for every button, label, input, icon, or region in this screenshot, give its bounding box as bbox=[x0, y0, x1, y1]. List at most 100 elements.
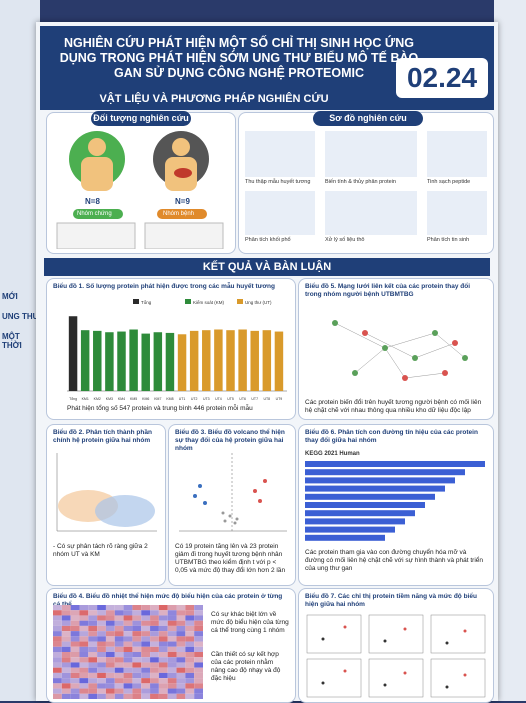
heatmap-cell bbox=[70, 620, 80, 626]
legend-swatch bbox=[133, 299, 139, 304]
heatmap-cell bbox=[79, 693, 89, 699]
heatmap-cell bbox=[141, 631, 151, 637]
heatmap-cell bbox=[176, 610, 186, 616]
chart2-caption: - Có sự phân tách rõ ràng giữa 2 nhóm UT… bbox=[53, 543, 148, 558]
heatmap-cell bbox=[194, 688, 203, 694]
diagram-steps: Thu thập mẫu huyết tương Biến tính & thủ… bbox=[245, 131, 487, 251]
heatmap-cell bbox=[158, 662, 168, 668]
heatmap-cell bbox=[185, 657, 195, 663]
heatmap-cell bbox=[53, 662, 62, 668]
heatmap-cell bbox=[88, 688, 98, 694]
heatmap-cell bbox=[70, 605, 80, 611]
heatmap-cell bbox=[123, 693, 133, 699]
heatmap-cell bbox=[194, 615, 203, 621]
heatmap-cell bbox=[53, 652, 62, 658]
tick-label: KM1 bbox=[82, 397, 89, 401]
chart4-note-2: Cần thiết có sự kết hợp của các protein … bbox=[211, 651, 281, 682]
tick-label: KM5 bbox=[130, 397, 137, 401]
left-label-2: UNG THƯ bbox=[2, 312, 40, 321]
heatmap-cell bbox=[123, 646, 133, 652]
chart6-subtitle: KEGG 2021 Human bbox=[305, 451, 360, 457]
heatmap-cell bbox=[185, 605, 195, 611]
heatmap-cell bbox=[150, 683, 159, 689]
heatmap-cell bbox=[79, 646, 89, 652]
chart3-panel: Biểu đồ 3. Biểu đồ volcano thể hiện sự t… bbox=[168, 424, 296, 586]
disease-label-bg bbox=[157, 209, 207, 219]
heatmap-cell bbox=[61, 636, 71, 642]
bar-UT1 bbox=[177, 334, 187, 391]
heatmap-cell bbox=[141, 652, 151, 658]
heatmap-cell bbox=[123, 657, 133, 663]
chart3-title: Biểu đồ 3. Biểu đồ volcano thể hiện sự t… bbox=[175, 429, 285, 452]
tick-label: KM4 bbox=[118, 397, 125, 401]
heatmap-cell bbox=[105, 636, 115, 642]
heatmap-cell bbox=[88, 625, 98, 632]
control-label: Nhóm chứng bbox=[77, 211, 112, 217]
heatmap-cell bbox=[53, 636, 62, 642]
heatmap-cell bbox=[61, 625, 71, 632]
heatmap-cell bbox=[105, 693, 115, 699]
bar-UT8 bbox=[262, 330, 272, 391]
heatmap-cell bbox=[132, 678, 142, 684]
heatmap-cell bbox=[79, 636, 89, 642]
chart2-panel: Biểu đồ 2. Phân tích thành phần chính hệ… bbox=[46, 424, 166, 586]
heatmap-cell bbox=[61, 693, 71, 699]
heatmap-cell bbox=[61, 610, 71, 616]
legend-swatch bbox=[237, 299, 243, 304]
bar-UT4 bbox=[214, 329, 223, 391]
network-node bbox=[462, 355, 468, 361]
pathway-bar bbox=[305, 469, 465, 476]
heatmap-cell bbox=[194, 636, 203, 642]
legend-swatch bbox=[185, 299, 191, 304]
heatmap-cell bbox=[53, 667, 62, 673]
heatmap-cell bbox=[176, 646, 186, 652]
heatmap-cell bbox=[97, 667, 106, 673]
network-node bbox=[362, 330, 368, 336]
heatmap-cell bbox=[141, 615, 151, 621]
heatmap-cell bbox=[132, 631, 142, 637]
heatmap-cell bbox=[167, 605, 177, 611]
heatmap-cell bbox=[141, 610, 151, 616]
heatmap-cell bbox=[158, 683, 168, 689]
heatmap-cell bbox=[185, 672, 195, 679]
heatmap-cell bbox=[70, 693, 80, 699]
heatmap-cell bbox=[158, 610, 168, 616]
heatmap-cell bbox=[141, 625, 151, 632]
volcano-plot bbox=[179, 453, 287, 532]
heatmap-cell bbox=[158, 678, 168, 684]
heatmap-cell bbox=[70, 631, 80, 637]
heatmap-cell bbox=[194, 693, 203, 699]
heatmap-cell bbox=[150, 625, 159, 632]
heatmap-cell bbox=[88, 646, 98, 652]
tick-label: KM8 bbox=[166, 397, 173, 401]
heatmap-cell bbox=[150, 657, 159, 663]
heatmap-cell bbox=[123, 620, 133, 626]
heatmap-cell bbox=[79, 678, 89, 684]
pathway-bar bbox=[305, 510, 415, 517]
heatmap-cell bbox=[53, 620, 62, 626]
heatmap-cell bbox=[150, 667, 159, 673]
heatmap-cell bbox=[176, 683, 186, 689]
heatmap-cell bbox=[176, 693, 186, 699]
bar-UT2 bbox=[189, 330, 199, 391]
chart6-panel: Biểu đồ 6. Phân tích con đường tín hiệu … bbox=[298, 424, 494, 586]
heatmap-cell bbox=[167, 620, 177, 626]
heatmap-cell bbox=[167, 667, 177, 673]
heatmap-cell bbox=[150, 646, 159, 652]
heatmap-cell bbox=[70, 646, 80, 652]
heatmap-cell bbox=[61, 678, 71, 684]
heatmap-cell bbox=[61, 620, 71, 626]
heatmap-cell bbox=[132, 652, 142, 658]
heatmap-cell bbox=[194, 620, 203, 626]
heatmap-cell bbox=[53, 625, 62, 632]
heatmap-cell bbox=[167, 688, 177, 694]
heatmap-cell bbox=[79, 688, 89, 694]
heatmap-cell bbox=[176, 672, 186, 679]
heatmap-cell bbox=[194, 631, 203, 637]
heatmap-cell bbox=[79, 652, 89, 658]
heatmap-cell bbox=[150, 610, 159, 616]
heatmap-cell bbox=[61, 688, 71, 694]
heatmap-cell bbox=[176, 667, 186, 673]
control-label-bg bbox=[73, 209, 123, 219]
heatmap-cell bbox=[97, 631, 106, 637]
